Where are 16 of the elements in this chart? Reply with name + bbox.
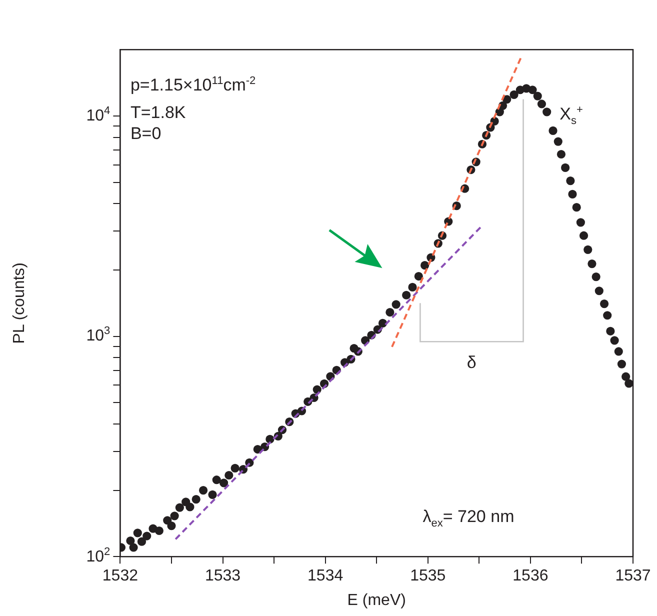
annotation: λ$_{ex}$= 720 nm (422, 507, 514, 530)
y-axis-title: PL (counts) (11, 262, 28, 344)
x-tick-label: 1536 (512, 568, 548, 585)
y-tick-label: 10$^{4}$ (86, 105, 110, 124)
x-axis-title: E (meV) (347, 592, 406, 609)
x-tick-label: 1532 (102, 568, 138, 585)
x-tick-label: 1534 (308, 568, 344, 585)
x-tick-label: 1535 (410, 568, 446, 585)
x-tick-label: 1537 (615, 568, 651, 585)
annotation: T=1.8K (130, 103, 186, 122)
annotation: B=0 (130, 124, 162, 143)
y-tick-label: 10$^{3}$ (86, 325, 110, 345)
annotation: δ (466, 352, 476, 372)
x-tick-label: 1533 (204, 568, 241, 585)
y-tick-label: 10$^{2}$ (86, 546, 110, 566)
annotation: p=1.15×10$^{11}$cm$^{-2}$ (130, 75, 256, 95)
